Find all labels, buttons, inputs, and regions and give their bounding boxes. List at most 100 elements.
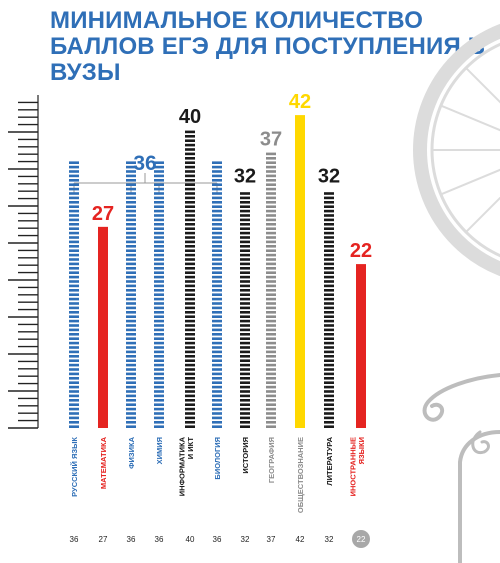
category-label-line: ИНОСТРАННЫЕ xyxy=(349,437,358,496)
bar-segment xyxy=(240,421,250,424)
bar-segment xyxy=(154,390,164,393)
bar-segment xyxy=(185,135,195,138)
bar-segment xyxy=(154,165,164,169)
bar-segment xyxy=(240,227,250,230)
bar-segment xyxy=(240,377,250,380)
bar-segment xyxy=(154,262,164,266)
bar-segment xyxy=(240,337,250,340)
bar-segment xyxy=(266,179,276,182)
bar-segment xyxy=(212,271,222,274)
bar-segment xyxy=(212,355,222,358)
bar-segment xyxy=(185,385,195,389)
bar-segment xyxy=(154,350,164,354)
bar-segment xyxy=(154,311,164,314)
bar-segment xyxy=(324,231,334,235)
bar-segment xyxy=(266,170,276,173)
bar-segment xyxy=(126,377,136,380)
bar-segment xyxy=(324,201,334,204)
bar-segment xyxy=(154,223,164,226)
bar-segment xyxy=(69,399,79,402)
category-label: ИНФОРМАТИКАИ ИКТ xyxy=(178,436,196,496)
bar-segment xyxy=(240,223,250,226)
bar-segment xyxy=(154,319,164,323)
bar-segment xyxy=(69,306,79,310)
bar-segment xyxy=(154,249,164,252)
value-label: 42 xyxy=(289,91,311,113)
bar-segment xyxy=(266,302,276,305)
bar-segment xyxy=(69,372,79,376)
bar-segment xyxy=(126,341,136,345)
bar-segment xyxy=(126,236,136,239)
bar-segment xyxy=(69,284,79,288)
bar-segment xyxy=(126,421,136,424)
bar-segment xyxy=(324,258,334,261)
bar-segment xyxy=(126,258,136,261)
bar-segment xyxy=(69,187,79,191)
bar-segment xyxy=(69,231,79,235)
bar-segment xyxy=(212,249,222,252)
bar-segment xyxy=(69,262,79,266)
bar-segment xyxy=(266,372,276,376)
bar-segment xyxy=(266,390,276,393)
bar-segment xyxy=(126,262,136,266)
bar-segment xyxy=(69,249,79,252)
bar-segment xyxy=(212,377,222,380)
bar-segment xyxy=(324,385,334,389)
bar-segment xyxy=(126,306,136,310)
bar-segment xyxy=(154,403,164,406)
bar-segment xyxy=(324,372,334,376)
bar-segment xyxy=(154,245,164,248)
category-label-line: ОБЩЕСТВОЗНАНИЕ xyxy=(296,437,305,513)
category-label: ФИЗИКА xyxy=(127,436,136,468)
scroll-ornament-top xyxy=(422,373,500,422)
bar-segment xyxy=(154,381,164,384)
bar-segment xyxy=(240,262,250,266)
bar-segment xyxy=(126,311,136,314)
bar-segment xyxy=(212,258,222,261)
bar-segment xyxy=(126,267,136,270)
bar-segment xyxy=(154,183,164,186)
bar-segment xyxy=(240,319,250,323)
category-label-line: ЛИТЕРАТУРА xyxy=(325,436,334,485)
scroll-ornament-curl xyxy=(471,430,490,455)
bar-segment xyxy=(126,170,136,173)
bar-segment xyxy=(126,245,136,248)
bar-segment xyxy=(240,258,250,261)
bar-segment xyxy=(69,416,79,420)
bar-segment xyxy=(126,280,136,283)
bar-segment xyxy=(154,209,164,213)
bar-segment xyxy=(126,355,136,358)
bar-segment xyxy=(240,214,250,217)
bar-segment xyxy=(185,421,195,424)
bar-segment xyxy=(154,201,164,204)
bar-segment xyxy=(324,262,334,266)
bar-segment xyxy=(69,407,79,411)
bar-segment xyxy=(69,381,79,384)
bar-segment xyxy=(266,355,276,358)
bar-segment xyxy=(212,333,222,336)
bar-segment xyxy=(212,328,222,332)
bar-segment xyxy=(240,192,250,195)
group-value-label: 36 xyxy=(133,152,156,175)
bar-segment xyxy=(324,421,334,424)
bar-segment xyxy=(154,315,164,318)
bar-segment xyxy=(324,412,334,415)
bar-segment xyxy=(240,412,250,415)
bar-segment xyxy=(69,275,79,279)
footer-value: 27 xyxy=(99,535,108,544)
bar-segment xyxy=(69,258,79,261)
bar-segment xyxy=(185,403,195,406)
bar-segment xyxy=(240,385,250,389)
bar-segment xyxy=(266,297,276,301)
bar-segment xyxy=(266,165,276,169)
bar-segment xyxy=(69,341,79,345)
bar-segment xyxy=(154,377,164,380)
bar-segment xyxy=(185,377,195,380)
bar-segment xyxy=(266,280,276,283)
bar-segment xyxy=(185,412,195,415)
bar-segment xyxy=(154,174,164,178)
bar-segment xyxy=(185,416,195,420)
category-label: ГЕОГРАФИЯ xyxy=(267,437,276,483)
bar-segment xyxy=(185,249,195,252)
bar-segment xyxy=(266,201,276,204)
